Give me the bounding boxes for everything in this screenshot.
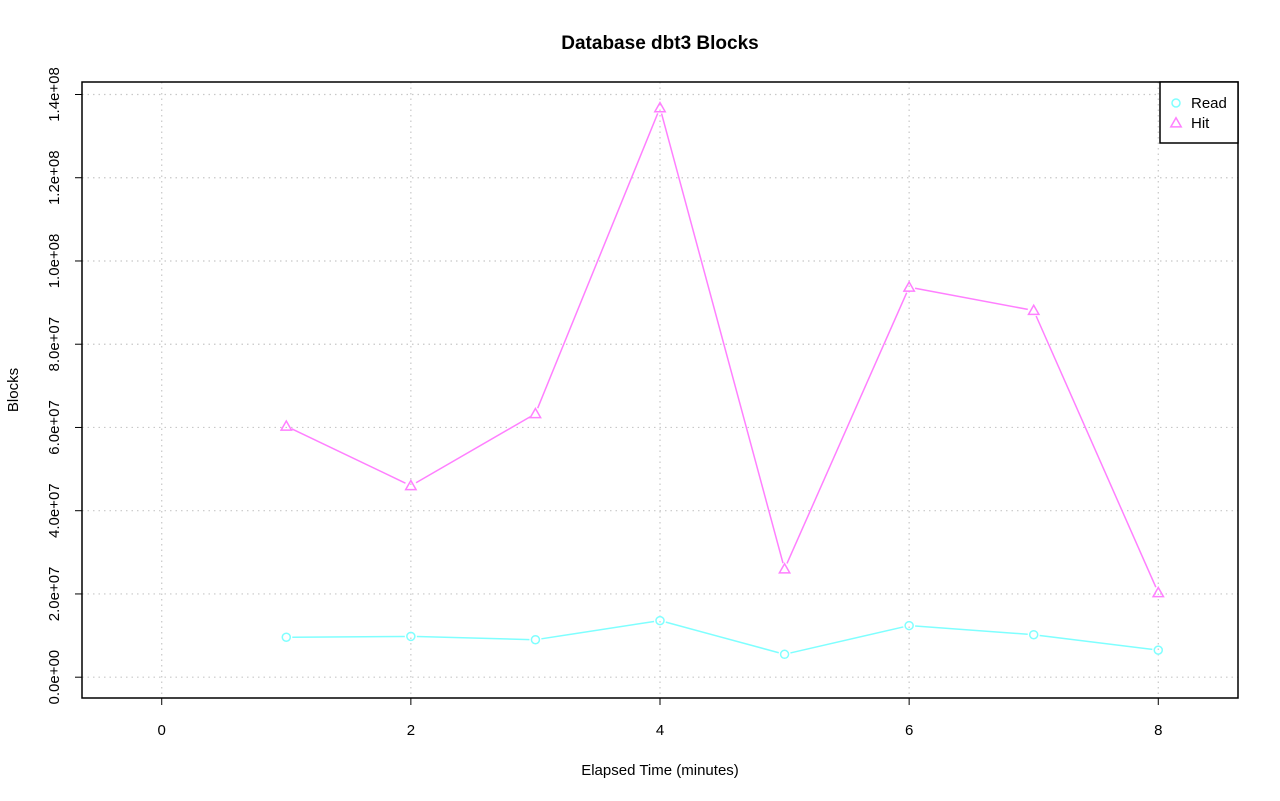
data-point-read bbox=[655, 615, 665, 626]
series-line-segment bbox=[541, 620, 655, 640]
data-point-read bbox=[530, 634, 541, 645]
series-hit bbox=[279, 101, 1165, 598]
x-tick-label: 4 bbox=[656, 722, 664, 739]
x-tick-label: 2 bbox=[407, 722, 415, 739]
series-line-segment bbox=[292, 635, 405, 638]
chart-title: Database dbt3 Blocks bbox=[561, 33, 758, 54]
series-line-segment bbox=[786, 292, 908, 564]
x-tick-label: 0 bbox=[158, 722, 166, 739]
data-point-hit bbox=[778, 562, 792, 574]
series-line-segment bbox=[415, 416, 531, 484]
y-tick-label: 1.0e+08 bbox=[46, 234, 63, 289]
data-point-hit bbox=[653, 101, 667, 113]
series-line-segment bbox=[1039, 634, 1153, 651]
series-line-segment bbox=[536, 113, 659, 409]
data-point-hit bbox=[279, 419, 293, 431]
series-line-segment bbox=[1035, 315, 1157, 588]
data-point-read bbox=[779, 649, 790, 660]
y-tick-label: 8.0e+07 bbox=[46, 317, 63, 372]
data-point-read bbox=[281, 632, 292, 642]
series-read bbox=[281, 615, 1164, 660]
x-axis-label: Elapsed Time (minutes) bbox=[581, 762, 739, 779]
y-tick-label: 4.0e+07 bbox=[46, 483, 63, 538]
x-tick-label: 8 bbox=[1154, 722, 1162, 739]
series-line-segment bbox=[660, 113, 784, 564]
data-point-hit bbox=[1151, 585, 1165, 598]
legend-marker-read bbox=[1171, 98, 1181, 108]
series-line-segment bbox=[665, 621, 779, 654]
legend-box bbox=[1159, 81, 1239, 144]
y-tick-label: 1.2e+08 bbox=[46, 150, 63, 205]
data-point-read bbox=[406, 631, 416, 642]
series-line-segment bbox=[914, 287, 1028, 311]
data-point-read bbox=[1028, 629, 1039, 640]
y-axis-label: Blocks bbox=[5, 368, 22, 412]
y-tick-label: 0.0e+00 bbox=[46, 650, 63, 705]
series-line-segment bbox=[790, 626, 904, 654]
data-point-read bbox=[1153, 645, 1164, 655]
y-tick-label: 2.0e+07 bbox=[46, 567, 63, 622]
data-point-hit bbox=[404, 479, 418, 491]
y-tick-label: 1.4e+08 bbox=[46, 67, 63, 122]
legend-marker-hit bbox=[1169, 116, 1183, 128]
data-point-read bbox=[904, 620, 914, 631]
series-line-segment bbox=[291, 428, 406, 484]
x-tick-label: 6 bbox=[905, 722, 913, 739]
legend-label-read: Read bbox=[1191, 95, 1227, 112]
axes: 0 2 4 6 8 0.0e+00 2.0e+07 4.0e+07 6.0e+07 8.0e+07… bbox=[46, 67, 1162, 739]
data-point-hit bbox=[902, 280, 916, 292]
series-line-segment bbox=[915, 625, 1028, 636]
series-line-segment bbox=[416, 635, 530, 641]
data-point-hit bbox=[528, 407, 542, 419]
legend: Read Hit bbox=[1159, 81, 1239, 144]
y-tick-label: 6.0e+07 bbox=[46, 400, 63, 455]
series-layer bbox=[279, 101, 1165, 660]
data-point-hit bbox=[1027, 303, 1041, 316]
legend-label-hit: Hit bbox=[1191, 115, 1210, 132]
grid bbox=[82, 82, 1238, 698]
